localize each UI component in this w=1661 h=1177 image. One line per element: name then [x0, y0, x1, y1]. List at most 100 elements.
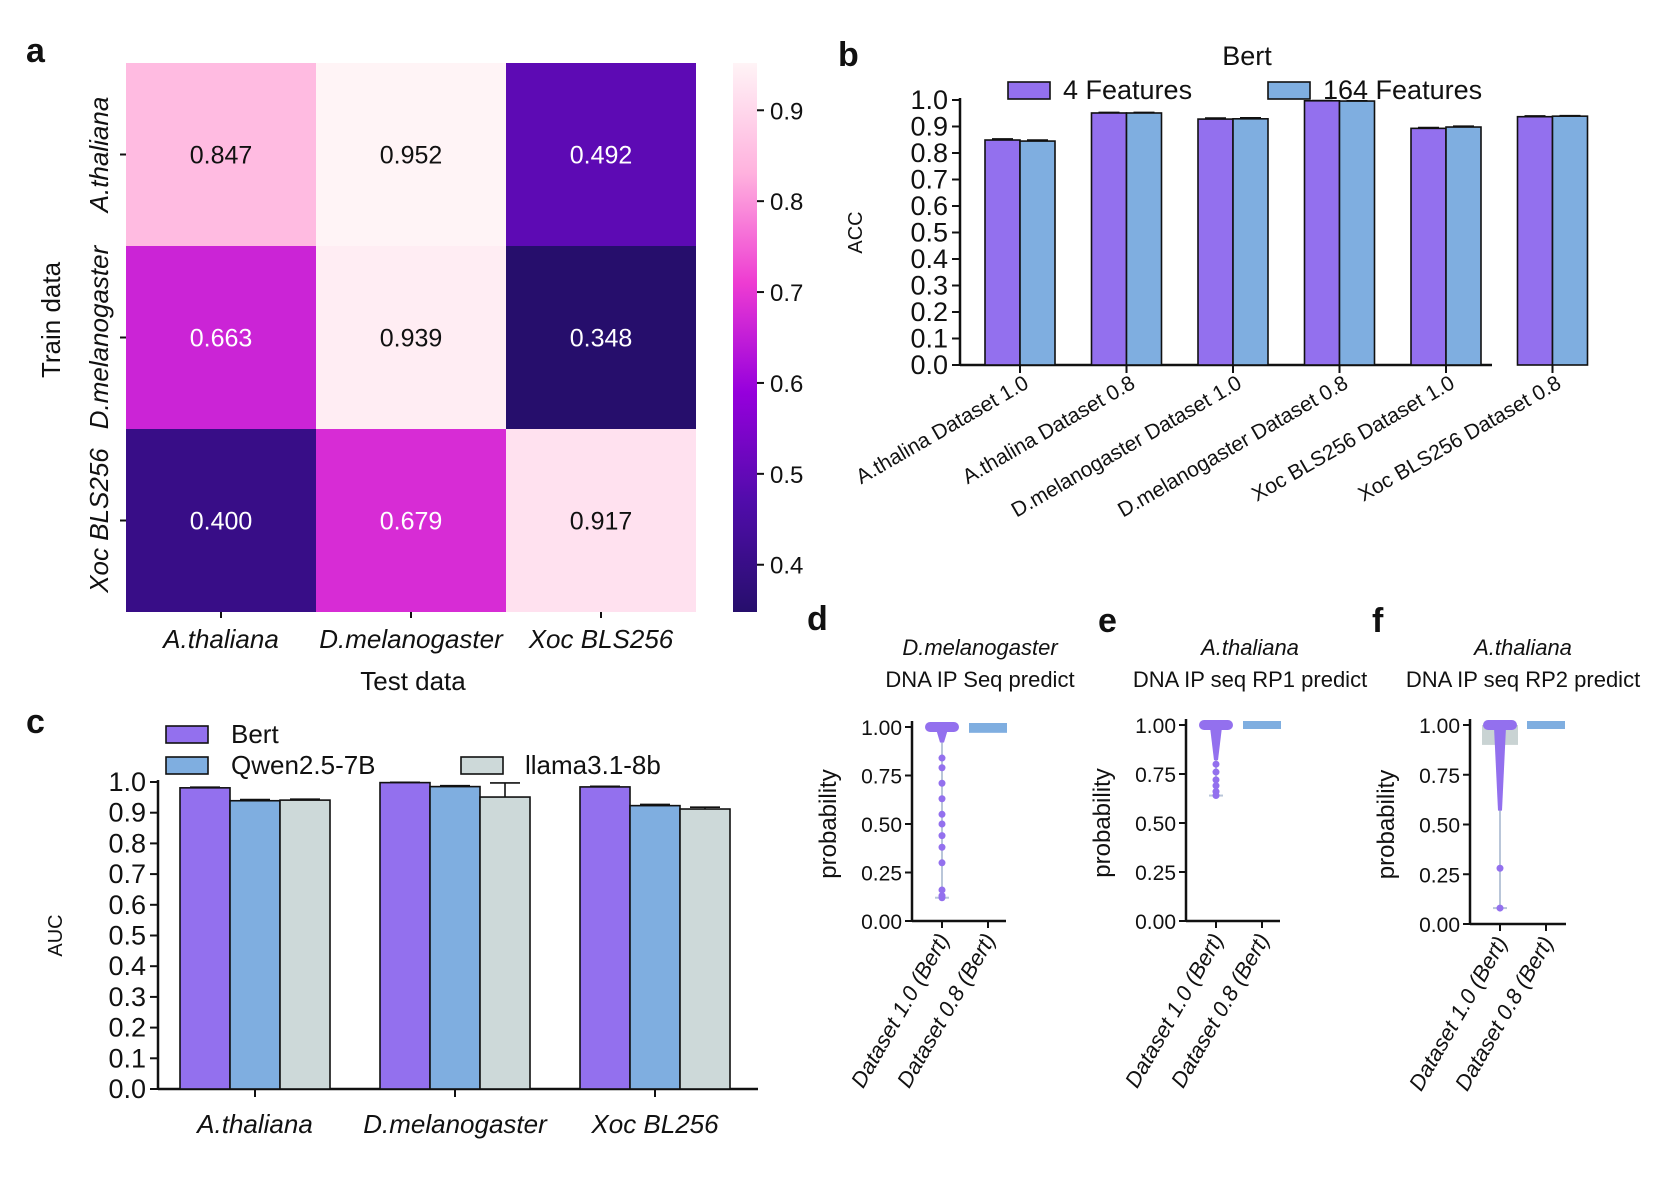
y-tick-label: 0.3	[108, 982, 146, 1012]
data-point	[938, 795, 946, 803]
y-tick-label: 0.00	[1135, 911, 1176, 934]
legend-label: Qwen2.5-7B	[231, 750, 376, 780]
y-axis-title: probability	[815, 769, 842, 878]
row-label: A.thaliana	[84, 97, 114, 215]
legend-swatch-llama	[460, 756, 504, 775]
y-tick-label: 0.6	[910, 191, 948, 221]
y-tick-label: 0.8	[910, 138, 948, 168]
bar	[629, 804, 681, 1090]
y-tick-label: 0.0	[910, 350, 948, 380]
y-tick-label: 0.7	[910, 165, 948, 195]
dense-points-top	[1199, 720, 1233, 730]
heatmap-cell	[506, 429, 696, 612]
legend-label: Bert	[231, 719, 279, 749]
legend-label: 4 Features	[1063, 75, 1192, 105]
y-tick-label: 1.0	[910, 85, 948, 115]
data-point	[938, 764, 946, 772]
y-tick-label: 0.75	[1135, 764, 1176, 787]
probability-plot-d-panel: D.melanogaster DNA IP Seq predict 1.00 0.75…	[815, 635, 1075, 1092]
y-tick-label: 0.75	[1419, 765, 1460, 788]
y-tick-label: 0.6	[108, 890, 146, 920]
data-point	[1212, 768, 1220, 776]
col-label: A.thaliana	[161, 624, 279, 654]
auc-bar-chart-panel: 1.00.90.80.70.60.50.40.30.20.10.0 AUC A.th…	[45, 719, 758, 1139]
y-axis-title: AUC	[45, 914, 67, 956]
y-tick-label: 0.7	[108, 859, 146, 889]
bar	[1303, 99, 1341, 366]
plot-title: DNA IP seq RP1 predict	[1133, 667, 1367, 692]
bar	[1338, 100, 1376, 366]
plot-title-species: A.thaliana	[1199, 635, 1299, 660]
y-tick-label: 0.00	[861, 911, 902, 934]
probability-plot-e-panel: A.thaliana DNA IP seq RP1 predict 1.00 0.75…	[1089, 635, 1367, 1092]
x-tick-label: A.thalina Dataset 1.0	[852, 371, 1032, 488]
y-tick-label: 0.25	[1419, 864, 1460, 887]
data-point	[1496, 864, 1504, 872]
row-label: D.melanogaster	[84, 244, 114, 429]
y-tick-label: 0.5	[910, 218, 948, 248]
y-tick-label: 0.50	[1135, 813, 1176, 836]
legend-swatch-164-features	[1267, 81, 1311, 100]
legend-label: llama3.1-8b	[525, 750, 661, 780]
heatmap-cell	[506, 246, 696, 429]
heatmap-cell	[506, 63, 696, 246]
y-axis-title: ACC	[845, 211, 867, 253]
x-tick-label: Xoc BLS256 Dataset 0.8	[1354, 371, 1565, 506]
y-tick-label: 0.50	[1419, 815, 1460, 838]
bar	[179, 787, 231, 1090]
y-tick-label: 0.5	[108, 921, 146, 951]
legend-label: 164 Features	[1323, 75, 1482, 105]
heatmap-cell-value: 0.679	[380, 508, 443, 536]
dense-points-top	[925, 722, 959, 732]
bar	[679, 808, 731, 1090]
x-tick-label: Xoc BL256	[590, 1109, 719, 1139]
dense-points-tail	[1494, 726, 1506, 811]
heatmap-cell-value: 0.348	[570, 325, 633, 353]
y-tick-label: 0.0	[108, 1074, 146, 1104]
data-point	[1212, 776, 1220, 784]
y-tick-label: 0.4	[108, 951, 146, 981]
data-point	[938, 754, 946, 762]
box-series-2	[1243, 721, 1281, 729]
data-point	[1212, 760, 1220, 768]
panel-letter-f: f	[1372, 602, 1384, 640]
y-axis-title: probability	[1089, 768, 1116, 877]
heatmap-cell-value: 0.847	[190, 142, 253, 170]
y-tick-label: 0.2	[108, 1013, 146, 1043]
bar	[579, 786, 631, 1090]
data-point	[938, 859, 946, 867]
y-tick-label: 0.2	[910, 297, 948, 327]
data-point	[938, 886, 946, 894]
bar	[479, 796, 531, 1090]
col-label: D.melanogaster	[319, 624, 504, 654]
heatmap-cell	[126, 63, 316, 246]
colorbar	[733, 63, 757, 612]
x-tick-label: A.thalina Dataset 0.8	[959, 371, 1139, 488]
data-point	[1212, 792, 1220, 800]
y-tick-label: 0.9	[108, 798, 146, 828]
bar	[1019, 140, 1056, 366]
data-point	[938, 779, 946, 787]
panel-letter-d: d	[807, 600, 828, 638]
heatmap-cell-value: 0.400	[190, 508, 253, 536]
y-tick-label: 0.25	[1135, 862, 1176, 885]
x-axis-title: Test data	[360, 666, 466, 696]
heatmap-cell-value: 0.492	[570, 142, 633, 170]
data-point	[1212, 782, 1220, 790]
plot-title: DNA IP seq RP2 predict	[1406, 667, 1640, 692]
chart-title: Bert	[1222, 41, 1272, 71]
heatmap-cell	[316, 63, 506, 246]
bar	[1232, 118, 1269, 366]
colorbar-tick-label: 0.5	[770, 462, 803, 489]
panel-letter-e: e	[1098, 602, 1117, 640]
bar	[1516, 115, 1554, 366]
heatmap-cell	[126, 246, 316, 429]
data-point	[1496, 904, 1504, 912]
panel-letter-a: a	[26, 32, 46, 70]
acc-bar-chart-panel: 1.00.90.80.70.60.50.40.30.20.10.0 ACC A.th…	[845, 41, 1589, 522]
legend-swatch-qwen	[165, 756, 209, 775]
box-series-2	[1527, 721, 1565, 729]
heatmap-cell	[316, 429, 506, 612]
heatmap-cell	[316, 246, 506, 429]
y-tick-label: 0.1	[910, 324, 948, 354]
